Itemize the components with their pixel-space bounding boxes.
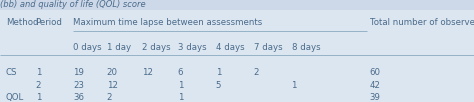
- Text: 3 days: 3 days: [178, 43, 206, 52]
- Text: Period: Period: [36, 18, 63, 27]
- Text: 12: 12: [142, 68, 153, 77]
- Text: 0 days: 0 days: [73, 43, 102, 52]
- Text: (bb) and quality of life (QOL) score: (bb) and quality of life (QOL) score: [0, 0, 146, 9]
- Text: 8 days: 8 days: [292, 43, 320, 52]
- Text: 2 days: 2 days: [142, 43, 171, 52]
- Text: Maximum time lapse between assessments: Maximum time lapse between assessments: [73, 18, 263, 27]
- Text: 4 days: 4 days: [216, 43, 244, 52]
- Text: 2: 2: [36, 81, 41, 90]
- Text: 12: 12: [107, 81, 118, 90]
- Text: 1 day: 1 day: [107, 43, 131, 52]
- Text: QOL: QOL: [6, 93, 24, 102]
- Text: 1: 1: [178, 93, 183, 102]
- Text: CS: CS: [6, 68, 17, 77]
- FancyBboxPatch shape: [0, 10, 474, 102]
- Text: 19: 19: [73, 68, 84, 77]
- Text: 5: 5: [216, 81, 221, 90]
- Text: 1: 1: [36, 93, 41, 102]
- Text: 36: 36: [73, 93, 84, 102]
- Text: 39: 39: [370, 93, 381, 102]
- Text: 42: 42: [370, 81, 381, 90]
- Text: 60: 60: [370, 68, 381, 77]
- Text: 6: 6: [178, 68, 183, 77]
- Text: 7 days: 7 days: [254, 43, 282, 52]
- Text: 1: 1: [178, 81, 183, 90]
- Text: 1: 1: [36, 68, 41, 77]
- Text: 1: 1: [216, 68, 221, 77]
- Text: 2: 2: [107, 93, 112, 102]
- Text: 1: 1: [292, 81, 297, 90]
- Text: 20: 20: [107, 68, 118, 77]
- Text: 23: 23: [73, 81, 84, 90]
- Text: Total number of observers: Total number of observers: [370, 18, 474, 27]
- Text: 2: 2: [254, 68, 259, 77]
- Text: Method: Method: [6, 18, 38, 27]
